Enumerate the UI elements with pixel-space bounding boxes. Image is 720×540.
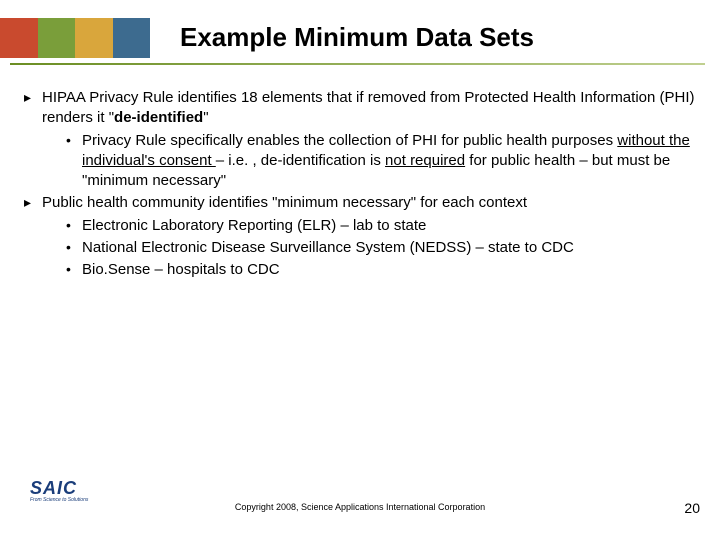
title-underline [10,63,705,65]
band-segment [113,18,151,58]
bullet-text: " [203,109,208,126]
slide-title: Example Minimum Data Sets [180,22,534,53]
bullet-level1: HIPAA Privacy Rule identifies 18 element… [24,88,696,191]
underlined-text: not required [385,152,465,169]
bullet-level2: National Electronic Disease Surveillance… [60,238,696,258]
bullet-text: Electronic Laboratory Reporting (ELR) – … [82,217,426,234]
header-color-band [0,18,150,58]
band-segment [38,18,76,58]
bullet-level2: Bio.Sense – hospitals to CDC [60,260,696,280]
slide-number: 20 [684,500,700,516]
bullet-level2: Electronic Laboratory Reporting (ELR) – … [60,216,696,236]
band-segment [75,18,113,58]
copyright-text: Copyright 2008, Science Applications Int… [0,502,720,512]
bullet-level1: Public health community identifies "mini… [24,193,696,280]
bullet-level2: Privacy Rule specifically enables the co… [60,131,696,192]
bold-term: de-identified [114,109,203,126]
bullet-text: National Electronic Disease Surveillance… [82,239,574,256]
logo-text: SAIC [30,478,77,498]
bullet-text: Bio.Sense – hospitals to CDC [82,261,280,278]
bullet-text: – i.e. , de-identification is [216,152,385,169]
band-segment [0,18,38,58]
slide-content: HIPAA Privacy Rule identifies 18 element… [24,88,696,282]
bullet-text: Privacy Rule specifically enables the co… [82,132,617,149]
bullet-text: Public health community identifies "mini… [42,194,527,211]
